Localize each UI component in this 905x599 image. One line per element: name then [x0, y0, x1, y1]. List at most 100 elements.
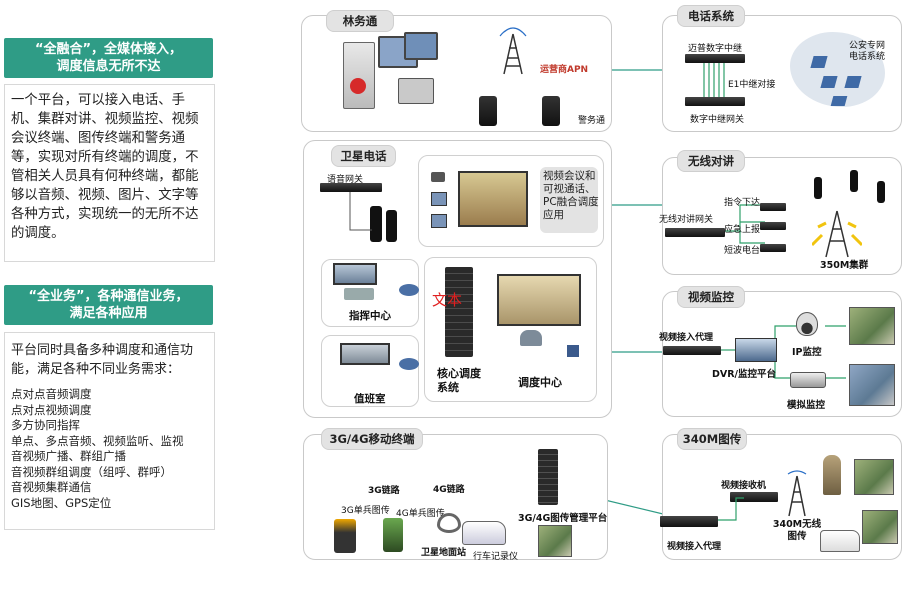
operator-icon	[520, 330, 542, 346]
red-button-icon	[350, 78, 366, 94]
service-item: 音视频集群通信	[11, 480, 92, 494]
full-service-intro: 平台同时具备多种调度和通信功能，满足各种不同业务需求：	[11, 343, 194, 377]
walkie-talkie-icon-3	[877, 181, 885, 203]
analog-video-thumb	[849, 364, 895, 406]
analog-camera-label: 模拟监控	[787, 400, 826, 411]
police-network-cloud	[790, 32, 885, 107]
ip-video-thumb	[849, 307, 895, 345]
ambulance-icon	[820, 530, 860, 552]
radio-station-2	[760, 222, 786, 230]
full-service-description: 平台同时具备多种调度和通信功能，满足各种不同业务需求： 点对点音频调度 点对点视…	[4, 332, 215, 530]
tower-icon	[499, 27, 527, 75]
wut-label: 警务通	[578, 116, 606, 126]
duty-screen	[340, 343, 390, 365]
server-rack-icon	[445, 267, 473, 357]
phone-desk-icon	[431, 172, 445, 182]
dispatch-center-label: 调度中心	[518, 376, 562, 389]
full-fusion-text: 一个平台，可以接入电话、手机、集群对讲、视频监控、视频会议终端、图传终端和警务通…	[11, 93, 199, 241]
router-icon	[399, 284, 419, 296]
video-proxy-label: 视频接入代理	[659, 333, 714, 343]
receiver-device	[730, 492, 778, 502]
bullet-camera-icon	[790, 372, 826, 388]
red-text-label: 文本	[432, 291, 463, 309]
m340-video-thumb	[854, 459, 894, 495]
platform-video-thumb	[538, 525, 572, 557]
m340-wireless-label: 340M无线图传	[772, 519, 822, 542]
duty-room-label: 值班室	[354, 393, 386, 405]
dome-camera-icon	[796, 312, 818, 336]
camera-stand-icon	[567, 345, 579, 357]
cluster-label: 350M集群	[820, 260, 869, 271]
tag-video: 视频监控	[677, 286, 745, 308]
command-screen	[333, 263, 377, 285]
apn-label: 运营商APN	[540, 65, 589, 75]
m340-proxy-label: 视频接入代理	[667, 542, 722, 552]
gateway-label: 数字中继网关	[690, 115, 745, 125]
radio-gw-device	[665, 228, 725, 237]
conference-screen	[458, 171, 528, 227]
walkie-talkie-icon-2	[850, 170, 858, 192]
service-item: 点对点音频调度	[11, 387, 92, 401]
pc-icon	[431, 192, 447, 206]
core-system-label: 核心调度系统	[437, 367, 481, 394]
sat-phone-icon-2	[386, 210, 397, 242]
laptop-icon	[398, 78, 434, 104]
dispatch-console-icon	[343, 42, 375, 109]
platform-label: 3G/4G图传管理平台	[518, 513, 608, 524]
gateway-device	[685, 97, 745, 106]
banner-full-fusion-line2: 调度信息无所不达	[56, 59, 161, 74]
handheld-4g-icon	[383, 518, 403, 552]
dvr-device-icon	[735, 338, 777, 362]
smartphone-icon-2	[542, 96, 560, 126]
monitor-icon-2	[404, 32, 438, 60]
satellite-dish-icon	[437, 513, 461, 533]
radio-station-1	[760, 203, 786, 211]
m340-proxy-device	[660, 516, 718, 527]
tag-340m: 340M图传	[677, 428, 747, 450]
router-icon-2	[399, 358, 419, 370]
sat-links	[349, 192, 372, 231]
banner-full-service-line1: “全业务”，各种通信业务，	[28, 289, 189, 304]
platform-server-icon	[538, 449, 558, 505]
m340-tower-icon	[787, 470, 807, 517]
shortwave-label: 短波电台	[724, 246, 761, 256]
dvr-label: DVR/监控平台	[712, 369, 777, 380]
command-center-label: 指挥中心	[349, 310, 391, 322]
tag-phone: 电话系统	[677, 5, 745, 27]
tag-mobile: 3G/4G移动终端	[321, 428, 423, 450]
video-conf-text-box	[540, 167, 598, 233]
e1-label: E1中继对接	[728, 80, 776, 90]
cmd-down-label: 指令下达	[724, 198, 761, 208]
service-item: 音视频群组调度（组呼、群呼）	[11, 464, 172, 479]
recorder-label: 行车记录仪	[473, 552, 519, 562]
voice-gateway-label: 语音网关	[327, 175, 364, 185]
service-item: 多方协同指挥	[11, 418, 80, 432]
m340-links	[718, 497, 744, 521]
single-3g-label: 3G单兵图传	[341, 506, 390, 516]
link-3g-label: 3G链路	[368, 486, 400, 496]
receiver-label: 视频接收机	[721, 481, 767, 491]
police-network-label: 公安专网电话系统	[849, 41, 886, 62]
video-conf-label: 视频会议和可视通话、PC融合调度应用	[543, 170, 599, 221]
tag-linwu: 林务通	[326, 10, 394, 32]
soldier-icon	[823, 455, 841, 495]
tag-radio: 无线对讲	[677, 150, 745, 172]
e1-lines	[703, 63, 725, 97]
service-item: 点对点视频调度	[11, 402, 92, 417]
banner-full-fusion: “全融合”，全媒体接入， 调度信息无所不达	[4, 38, 213, 78]
video-proxy-device	[663, 346, 721, 355]
pc-icon-2	[431, 214, 447, 228]
command-desk	[344, 288, 374, 300]
banner-full-service-line2: 满足各种应用	[69, 306, 148, 321]
tag-satellite: 卫星电话	[331, 145, 396, 167]
police-car-icon	[462, 521, 506, 545]
police-phone-icon-4	[830, 96, 848, 106]
full-fusion-description: 一个平台，可以接入电话、手机、集群对讲、视频监控、视频会议终端、图传终端和警务通…	[4, 84, 215, 262]
card-340m	[662, 434, 902, 560]
handheld-3g-icon	[334, 519, 356, 553]
smartphone-icon	[479, 96, 497, 126]
radio-gw-label: 无线对讲网关	[659, 215, 714, 225]
banner-full-service: “全业务”，各种通信业务， 满足各种应用	[4, 285, 213, 325]
sat-station-label: 卫星地面站	[421, 548, 467, 558]
voice-gateway-device	[320, 183, 382, 192]
